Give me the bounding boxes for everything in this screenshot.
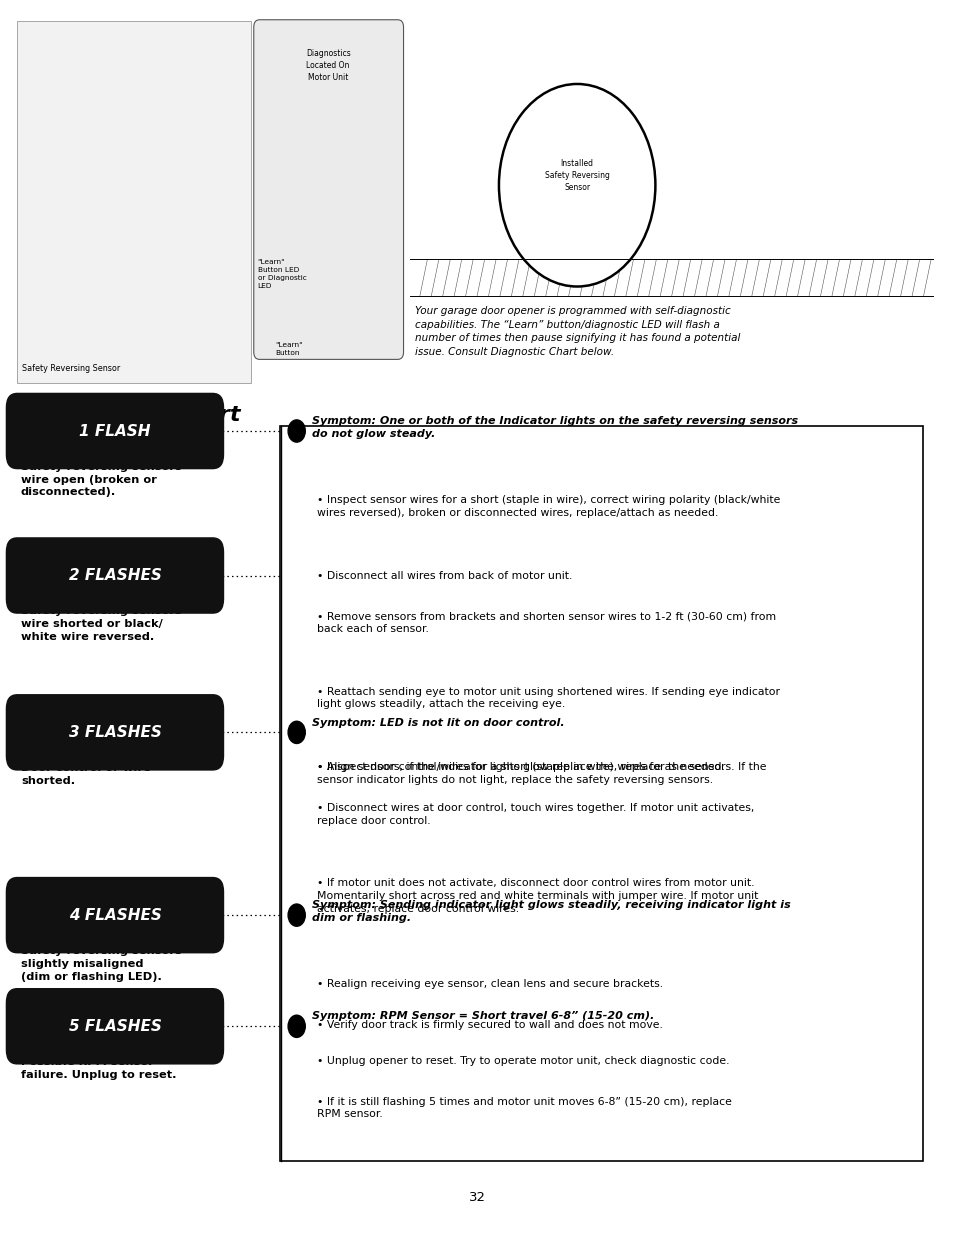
FancyBboxPatch shape: [6, 877, 224, 953]
Text: Diagnostic Chart: Diagnostic Chart: [30, 405, 240, 425]
Text: Your garage door opener is programmed with self-diagnostic
capabilities. The “Le: Your garage door opener is programmed wi…: [415, 306, 740, 357]
Text: • Disconnect all wires from back of motor unit.: • Disconnect all wires from back of moto…: [316, 571, 572, 580]
Text: Diagnostics
Located On
Motor Unit: Diagnostics Located On Motor Unit: [306, 49, 350, 82]
Text: Safety reversing sensors
slightly misaligned
(dim or flashing LED).: Safety reversing sensors slightly misali…: [21, 946, 182, 982]
Text: • Realign receiving eye sensor, clean lens and secure brackets.: • Realign receiving eye sensor, clean le…: [316, 979, 662, 989]
Text: • Inspect sensor wires for a short (staple in wire), correct wiring polarity (bl: • Inspect sensor wires for a short (stap…: [316, 495, 780, 517]
Text: 1 FLASH: 1 FLASH: [79, 424, 151, 438]
FancyBboxPatch shape: [279, 426, 923, 1161]
FancyBboxPatch shape: [6, 694, 224, 771]
Text: "Learn"
Button LED
or Diagnostic
LED: "Learn" Button LED or Diagnostic LED: [257, 259, 306, 289]
Text: 3 FLASHES: 3 FLASHES: [69, 725, 161, 740]
Text: • If motor unit does not activate, disconnect door control wires from motor unit: • If motor unit does not activate, disco…: [316, 878, 758, 914]
Text: Symptom: Sending indicator light glows steadily, receiving indicator light is
di: Symptom: Sending indicator light glows s…: [312, 900, 790, 923]
Circle shape: [288, 1015, 305, 1037]
Circle shape: [288, 721, 305, 743]
Text: • Remove sensors from brackets and shorten sensor wires to 1-2 ft (30-60 cm) fro: • Remove sensors from brackets and short…: [316, 611, 775, 634]
Text: Symptom: One or both of the Indicator lights on the safety reversing sensors
do : Symptom: One or both of the Indicator li…: [312, 416, 798, 438]
Text: 4 FLASHES: 4 FLASHES: [69, 908, 161, 923]
Text: • Reattach sending eye to motor unit using shortened wires. If sending eye indic: • Reattach sending eye to motor unit usi…: [316, 687, 779, 709]
Text: 32: 32: [468, 1192, 485, 1204]
Text: Safety reversing sensors
wire open (broken or
disconnected).: Safety reversing sensors wire open (brok…: [21, 462, 182, 498]
Text: "Learn"
Button: "Learn" Button: [274, 342, 302, 356]
Circle shape: [288, 904, 305, 926]
Circle shape: [288, 420, 305, 442]
FancyBboxPatch shape: [17, 21, 251, 383]
Circle shape: [498, 84, 655, 287]
Text: Safety reversing sensors
wire shorted or black/
white wire reversed.: Safety reversing sensors wire shorted or…: [21, 606, 182, 642]
Text: Installed
Safety Reversing
Sensor: Installed Safety Reversing Sensor: [544, 159, 609, 191]
FancyBboxPatch shape: [6, 988, 224, 1065]
FancyBboxPatch shape: [6, 537, 224, 614]
Text: • Disconnect wires at door control, touch wires together. If motor unit activate: • Disconnect wires at door control, touc…: [316, 803, 753, 825]
Text: OR: OR: [102, 550, 128, 564]
Text: Possible RPM sensor
failure. Unplug to reset.: Possible RPM sensor failure. Unplug to r…: [21, 1057, 176, 1079]
Text: • Align sensors, if the indicator lights glow replace the wires for the sensors.: • Align sensors, if the indicator lights…: [316, 762, 765, 784]
Text: • Verify door track is firmly secured to wall and does not move.: • Verify door track is firmly secured to…: [316, 1020, 662, 1030]
Text: Door control or wire
shorted.: Door control or wire shorted.: [21, 763, 151, 785]
Text: Safety Reversing Sensor: Safety Reversing Sensor: [23, 364, 120, 373]
FancyBboxPatch shape: [6, 393, 224, 469]
Text: Symptom: LED is not lit on door control.: Symptom: LED is not lit on door control.: [312, 718, 564, 727]
Text: • Inspect door control/wires for a short (staple in wire), replace as needed.: • Inspect door control/wires for a short…: [316, 762, 724, 772]
Text: • If it is still flashing 5 times and motor unit moves 6-8” (15-20 cm), replace
: • If it is still flashing 5 times and mo…: [316, 1097, 731, 1119]
Text: 5 FLASHES: 5 FLASHES: [69, 1019, 161, 1034]
Text: 2 FLASHES: 2 FLASHES: [69, 568, 161, 583]
Text: • Unplug opener to reset. Try to operate motor unit, check diagnostic code.: • Unplug opener to reset. Try to operate…: [316, 1056, 728, 1066]
Text: Symptom: RPM Sensor = Short travel 6-8” (15-20 cm).: Symptom: RPM Sensor = Short travel 6-8” …: [312, 1011, 654, 1021]
FancyBboxPatch shape: [253, 20, 403, 359]
